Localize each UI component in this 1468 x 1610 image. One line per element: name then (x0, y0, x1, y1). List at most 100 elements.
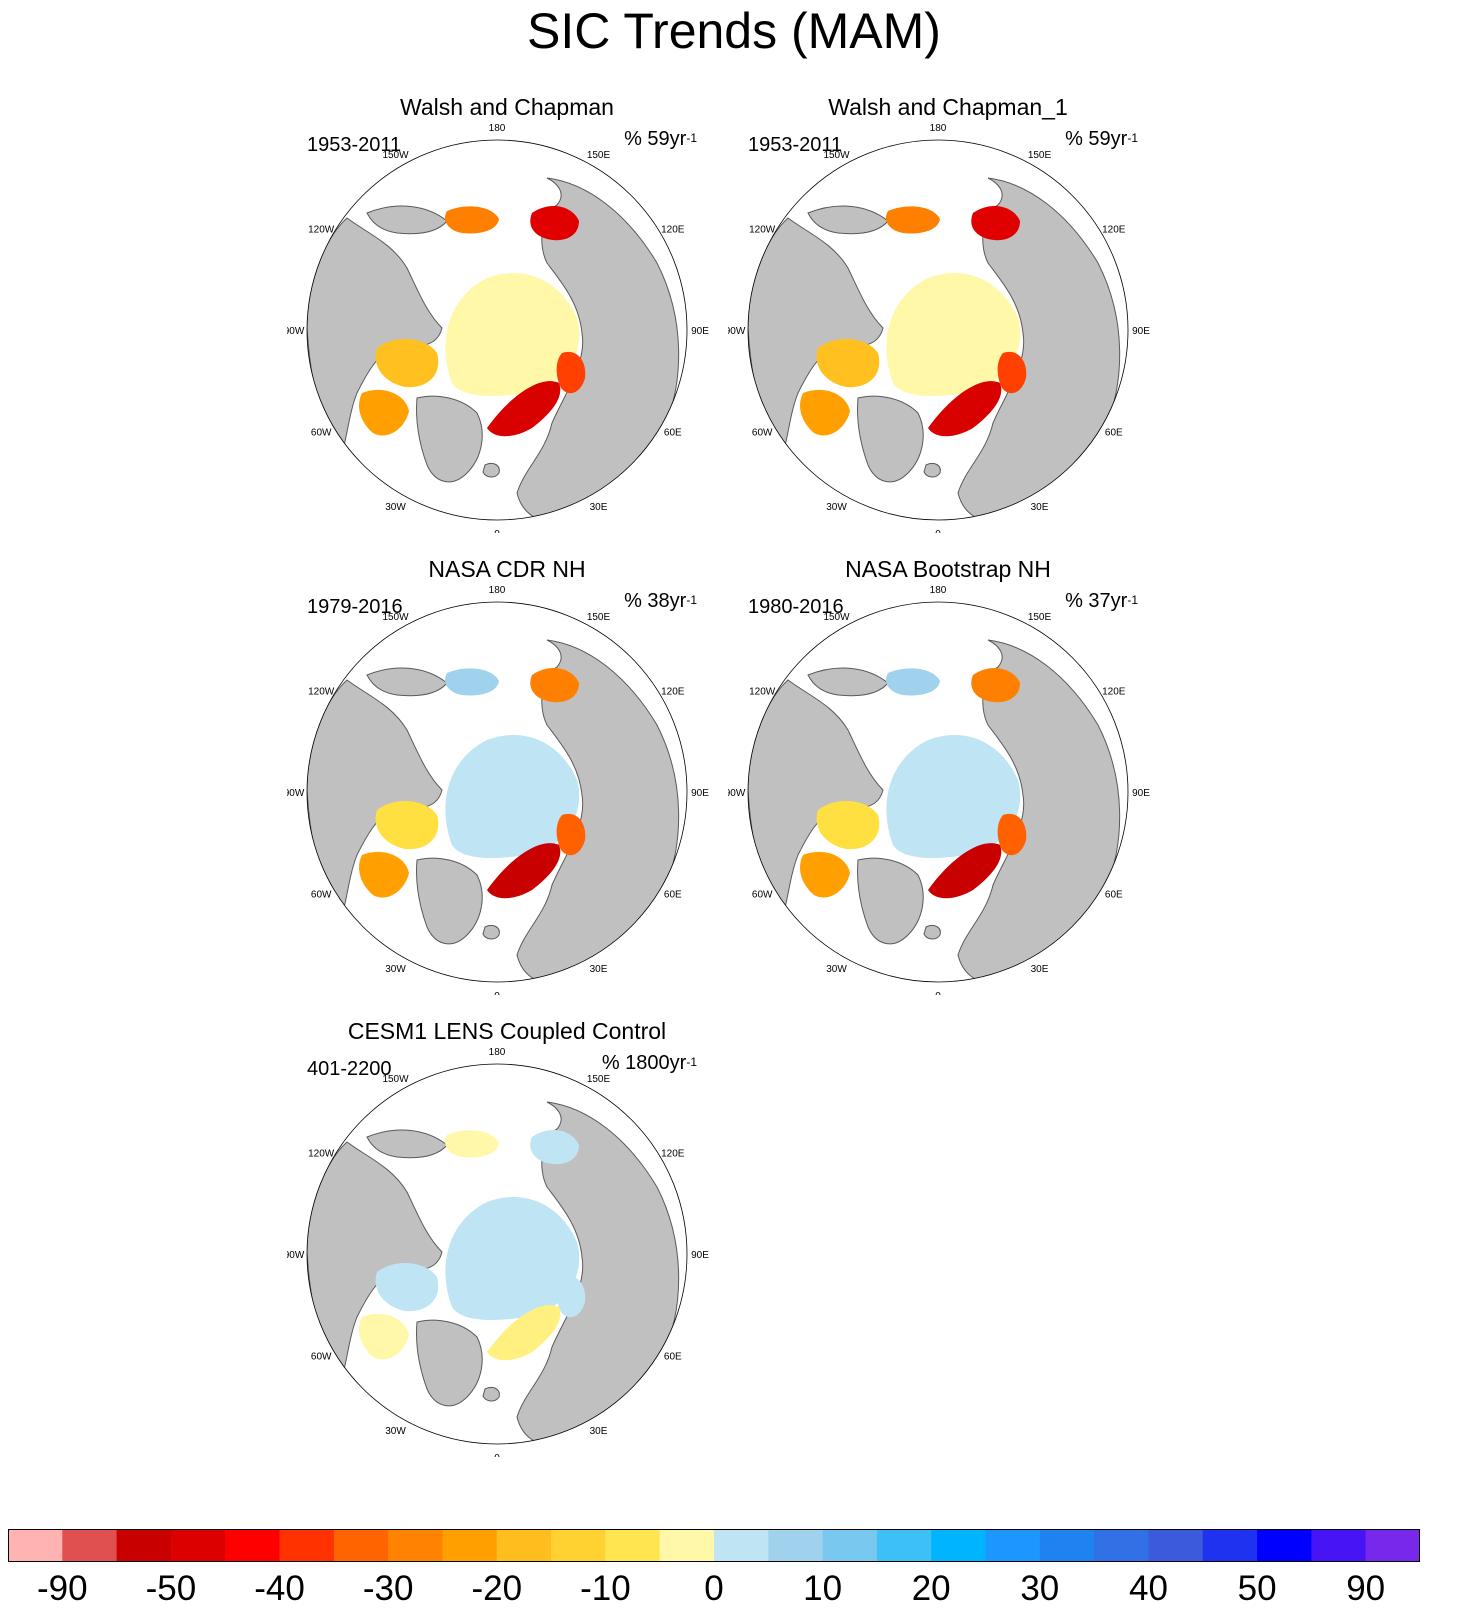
land-mass (923, 462, 941, 478)
longitude-label: 120W (308, 225, 335, 236)
map-panel: 180 150E 120E 90E 60E 30E 0 30W 60W 90W 120W 150W CE… (287, 1017, 727, 1457)
sic-trend-region (885, 206, 940, 234)
sic-trend-region (359, 851, 409, 898)
trend-period: 59yr (1088, 128, 1128, 150)
sic-trend-region (816, 338, 880, 388)
longitude-label: 150W (823, 612, 850, 623)
polar-map: 180 150E 120E 90E 60E 30E 0 30W 60W 90W 120W 150W (287, 1047, 709, 1457)
units: % (1065, 590, 1083, 612)
trend-exponent: -1 (686, 1055, 697, 1069)
sic-trend-region (928, 381, 1002, 437)
colorbar-cell (714, 1529, 769, 1562)
trend-period: 1800yr (625, 1052, 687, 1074)
land-mass (807, 667, 889, 697)
colorbar-cell (551, 1529, 606, 1562)
colorbar-tick-label: -90 (37, 1569, 88, 1608)
land-mass (416, 857, 483, 945)
colorbar-cell (768, 1529, 824, 1562)
longitude-label: 120W (749, 687, 776, 698)
sic-trend-region (556, 813, 586, 856)
land-mass (923, 924, 941, 940)
sic-trend-region (445, 272, 580, 396)
sic-trend-region (971, 206, 1020, 241)
sic-trend-region (445, 734, 580, 858)
map-panel: 180 150E 120E 90E 60E 30E 0 30W 60W 90W 120W 150W NA… (728, 555, 1168, 995)
longitude-label: 60W (311, 1352, 332, 1363)
panel-title: CESM1 LENS Coupled Control (347, 1018, 667, 1044)
sic-trend-region (816, 800, 880, 850)
longitude-label: 30E (1031, 964, 1049, 975)
colorbar-cell (822, 1529, 878, 1562)
map-boundary (747, 601, 1129, 983)
longitude-label: 120E (661, 225, 685, 236)
land-mass (857, 857, 924, 945)
longitude-label: 150W (382, 612, 409, 623)
longitude-label: 120W (749, 225, 776, 236)
sic-trend-region (487, 1305, 561, 1361)
colorbar-cell (116, 1529, 172, 1562)
longitude-label: 30W (385, 502, 406, 513)
longitude-label: 60W (752, 890, 773, 901)
longitude-label: 60E (664, 890, 682, 901)
colorbar-cell (442, 1529, 498, 1562)
map-boundary (306, 139, 688, 521)
longitude-label: 0 (494, 529, 500, 533)
sic-trend-region (445, 1196, 580, 1320)
trend-units-label: % 38yr-1 (624, 589, 697, 615)
longitude-label: 90E (691, 1250, 709, 1261)
longitude-label: 60W (311, 428, 332, 439)
land-mass (366, 205, 448, 235)
period-label: 1953-2011 (307, 134, 402, 156)
sic-trend-region (886, 272, 1021, 396)
longitude-label: 30E (590, 502, 608, 513)
colorbar-cell (170, 1529, 226, 1562)
land-mass (957, 177, 1121, 520)
longitude-label: 30E (590, 964, 608, 975)
longitude-label: 0 (494, 1453, 500, 1457)
sic-trend-region (800, 389, 850, 436)
period-label: 1980-2016 (748, 596, 844, 618)
polar-map: 180 150E 120E 90E 60E 30E 0 30W 60W 90W 120W 150W (287, 123, 709, 533)
longitude-label: 30E (1031, 502, 1049, 513)
land-mass (857, 395, 924, 483)
colorbar-cell (1094, 1529, 1149, 1562)
colorbar-tick-label: -40 (254, 1569, 305, 1608)
longitude-label: 30E (590, 1426, 608, 1437)
trend-units-label: % 1800yr-1 (602, 1051, 697, 1077)
longitude-label: 0 (494, 991, 500, 995)
colorbar-cell (1039, 1529, 1095, 1562)
longitude-label: 150E (587, 612, 611, 623)
land-mass (416, 1319, 483, 1407)
panel-title: Walsh and Chapman (400, 94, 614, 120)
trend-exponent: -1 (686, 593, 697, 607)
longitude-label: 180 (489, 1047, 506, 1058)
colorbar-tick-label: -30 (362, 1569, 414, 1608)
trend-period: 38yr (647, 590, 687, 612)
panel-title: NASA CDR NH (428, 556, 586, 582)
longitude-label: 30W (385, 1426, 406, 1437)
sic-trend-region (800, 851, 850, 898)
longitude-label: 90W (287, 1250, 305, 1261)
colorbar-tick-label: 30 (1020, 1569, 1060, 1608)
trend-exponent: -1 (686, 131, 697, 145)
longitude-label: 90W (287, 326, 305, 337)
sic-trend-region (556, 1275, 586, 1318)
colorbar (8, 1529, 1420, 1562)
longitude-label: 30W (826, 502, 847, 513)
period-label: 1979-2016 (307, 596, 403, 618)
sic-trend-region (997, 351, 1027, 394)
map-boundary (747, 139, 1129, 521)
longitude-label: 150E (587, 150, 611, 161)
longitude-label: 180 (489, 585, 506, 596)
sic-trend-region (885, 668, 940, 696)
land-mass (416, 395, 483, 483)
colorbar-cell (985, 1529, 1041, 1562)
sic-trend-region (997, 813, 1027, 856)
colorbar-tick-label: 90 (1346, 1569, 1386, 1608)
longitude-label: 60E (664, 428, 682, 439)
longitude-label: 90W (728, 788, 746, 799)
longitude-label: 0 (935, 529, 941, 533)
longitude-label: 150E (587, 1074, 611, 1085)
sic-trend-region (375, 1262, 439, 1312)
units: % (624, 128, 642, 150)
